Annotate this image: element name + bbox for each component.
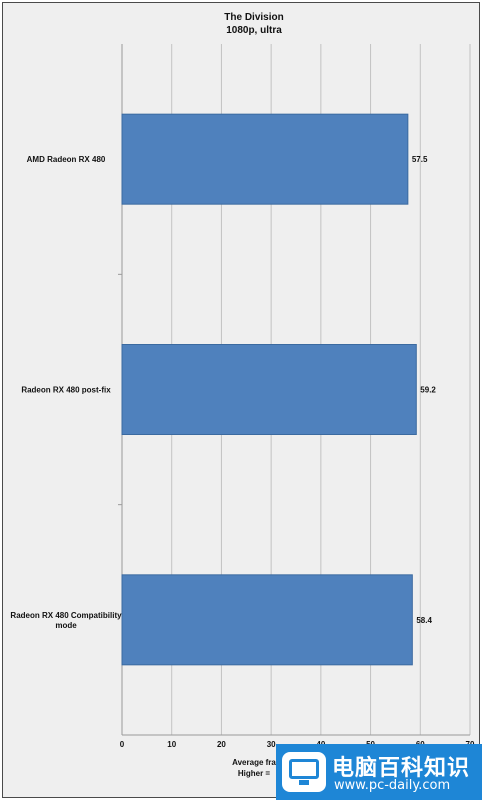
bar — [121, 574, 413, 666]
x-tick-label: 20 — [217, 740, 226, 749]
x-axis-title: Average fra — [232, 758, 276, 767]
category-label: Radeon RX 480 post-fix — [21, 386, 111, 395]
monitor-icon — [282, 752, 326, 792]
category-label: Radeon RX 480 Compatibility mode — [10, 611, 122, 630]
data-label: 58.4 — [416, 616, 432, 625]
watermark-logo: 电脑百科知识 www.pc-daily.com — [276, 744, 482, 800]
chart-subtitle: 1080p, ultra — [226, 25, 282, 36]
chart-title: The Division — [224, 12, 283, 23]
x-axis-title: Higher = — [238, 769, 271, 778]
watermark-text: 电脑百科知识 — [332, 756, 471, 781]
bar — [121, 344, 417, 435]
x-tick-label: 0 — [120, 740, 125, 749]
data-label: 57.5 — [412, 155, 428, 164]
watermark-url: www.pc-daily.com — [334, 778, 451, 793]
data-label: 59.2 — [420, 386, 436, 395]
x-tick-label: 10 — [167, 740, 176, 749]
category-label: AMD Radeon RX 480 — [27, 155, 106, 164]
x-tick-label: 30 — [267, 740, 276, 749]
bar — [121, 113, 409, 205]
